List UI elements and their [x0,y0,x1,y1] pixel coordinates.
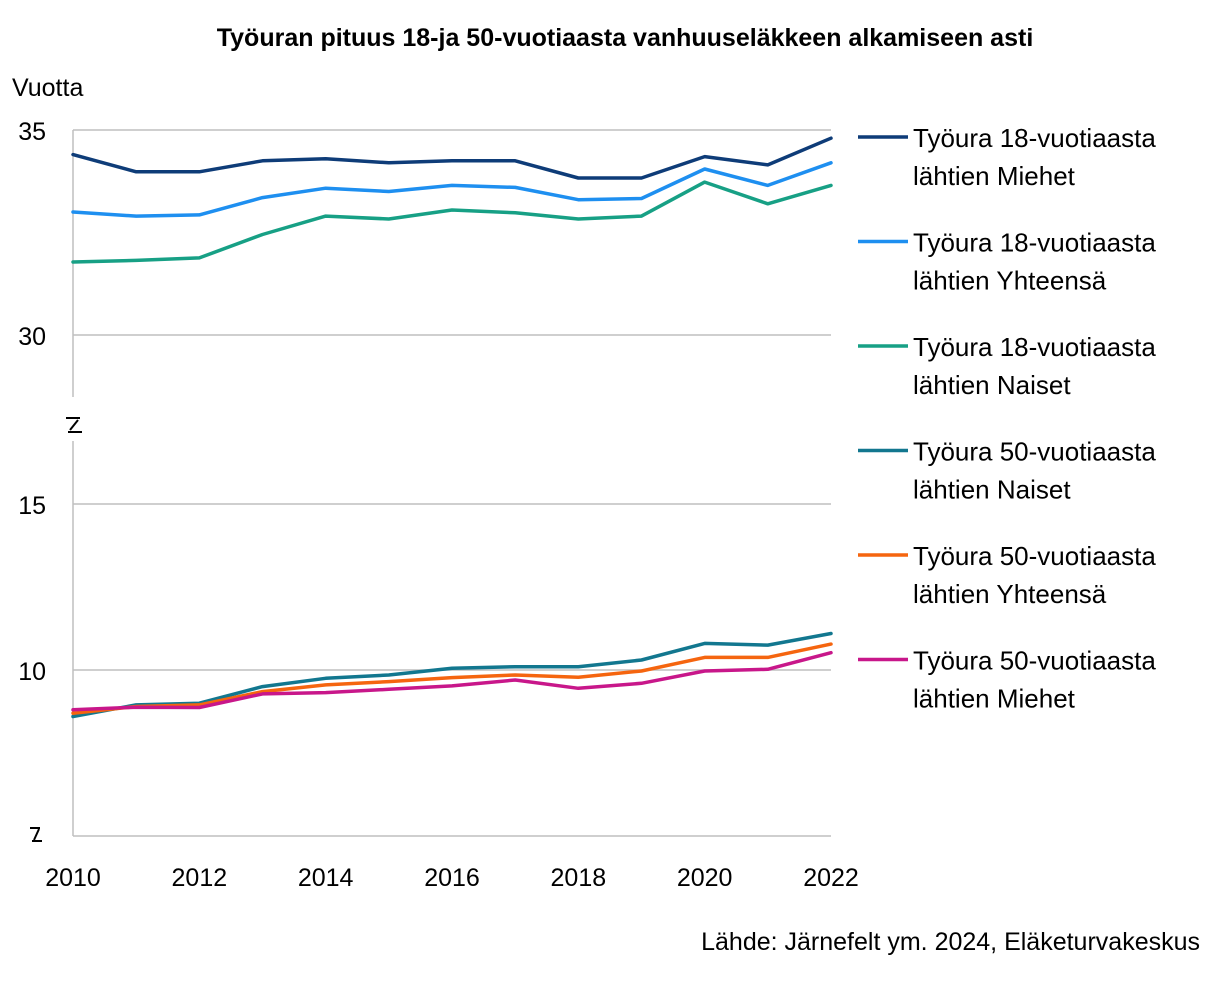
x-tick-label: 2020 [677,864,733,892]
y-tick-label: 35 [18,118,46,146]
source-note: Lähde: Järnefelt ym. 2024, Eläketurvakes… [701,928,1200,956]
legend-label: Työura 50-vuotiaasta [913,541,1156,571]
y-tick-label: 15 [18,492,46,520]
x-tick-label: 2016 [424,864,480,892]
y-tick-label: 30 [18,323,46,351]
x-tick-label: 2022 [803,864,859,892]
x-tick-label: 2010 [45,864,101,892]
legend-label: lähtien Naiset [913,370,1071,400]
legend-label: lähtien Yhteensä [913,579,1107,609]
series-lines [71,136,833,719]
series-line [71,650,833,712]
series-line [71,180,833,264]
legend-label: Työura 50-vuotiaasta [913,437,1156,467]
series-line [71,136,833,180]
legend-label: lähtien Yhteensä [913,266,1107,296]
legend-label: lähtien Miehet [913,161,1076,191]
x-tick-label: 2012 [172,864,228,892]
legend-label: Työura 18-vuotiaasta [913,123,1156,153]
axis-break-marker-bottom [30,827,42,842]
legend-label: Työura 18-vuotiaasta [913,228,1156,258]
legend-label: Työura 50-vuotiaasta [913,646,1156,676]
x-tick-label: 2018 [551,864,607,892]
x-tick-label: 2014 [298,864,354,892]
legend-label: lähtien Miehet [913,684,1076,714]
y-tick-labels: 35 30 15 10 [18,118,46,686]
y-tick-label: 10 [18,658,46,686]
legend-label: Työura 18-vuotiaasta [913,332,1156,362]
axis-break-marker-mid [66,417,82,433]
x-tick-labels: 2010 2012 2014 2016 2018 2020 2022 [45,864,859,892]
chart-title: Työuran pituus 18-ja 50-vuotiaasta vanhu… [217,24,1034,52]
y-axis-label: Vuotta [12,74,83,102]
legend: Työura 18-vuotiaasta lähtien Miehet Työura… [858,123,1156,714]
series-line [71,161,833,218]
legend-label: lähtien Naiset [913,475,1071,505]
series-line [71,642,833,715]
